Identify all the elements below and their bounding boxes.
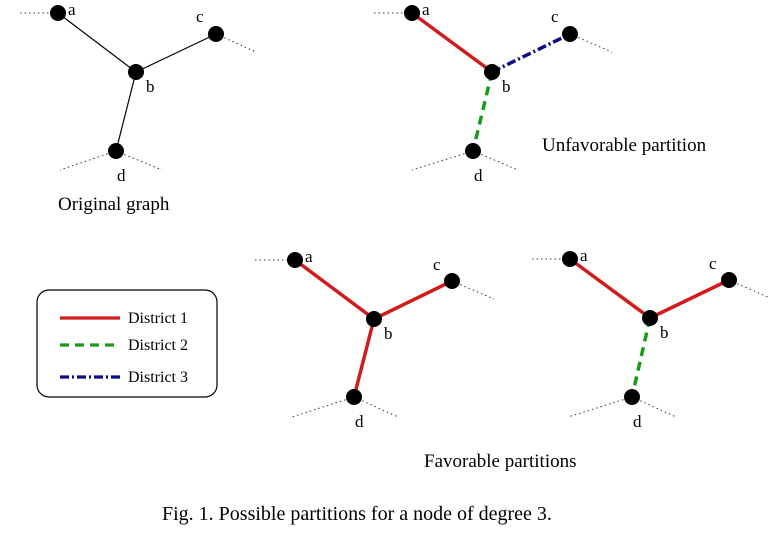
- node-label-d: d: [117, 166, 126, 185]
- edge-b-d: [115, 71, 137, 152]
- node-b: [642, 310, 658, 326]
- legend-entry-district-1: District 1: [60, 310, 188, 327]
- node-a: [287, 252, 303, 268]
- edge-b-c: [373, 279, 453, 321]
- original-graph: a b c d Original graph: [20, 0, 257, 215]
- node-label-b: b: [660, 323, 669, 342]
- node-label-d: d: [633, 412, 642, 431]
- node-b: [366, 311, 382, 327]
- node-label-a: a: [580, 246, 588, 265]
- node-c: [444, 273, 460, 289]
- node-label-a: a: [422, 0, 430, 19]
- node-d: [624, 389, 640, 405]
- edge-b-d: [352, 318, 376, 398]
- edge-b-c: [649, 278, 730, 320]
- node-label-c: c: [709, 254, 717, 273]
- node-a: [404, 5, 420, 21]
- edge-a-b: [410, 11, 494, 74]
- node-c: [562, 26, 578, 42]
- edge-b-d: [471, 71, 494, 152]
- edge-b-c: [135, 33, 217, 73]
- favorable-graph-1: a b c d: [255, 247, 495, 431]
- node-label-b: b: [146, 77, 155, 96]
- node-d: [465, 143, 481, 159]
- node-b: [484, 64, 500, 80]
- caption-unfavorable: Unfavorable partition: [542, 135, 707, 156]
- node-a: [50, 5, 66, 21]
- unfavorable-graph: a b c d Unfavorable partition: [374, 0, 707, 185]
- node-label-a: a: [305, 247, 313, 266]
- node-c: [208, 26, 224, 42]
- edge-a-b: [568, 257, 652, 320]
- node-d: [108, 143, 124, 159]
- legend-label-district-1: District 1: [128, 310, 188, 327]
- caption-original: Original graph: [58, 194, 170, 215]
- node-d: [346, 389, 362, 405]
- caption-favorable: Favorable partitions: [424, 451, 577, 472]
- edge-a-b: [293, 258, 376, 321]
- legend-entry-district-2: District 2: [60, 337, 188, 354]
- favorable-graph-2: a b c d: [532, 246, 771, 431]
- dotted-stubs: [255, 259, 495, 418]
- node-label-a: a: [68, 0, 76, 19]
- node-label-b: b: [384, 324, 393, 343]
- figure-caption: Fig. 1. Possible partitions for a node o…: [162, 503, 552, 525]
- node-a: [562, 251, 578, 267]
- edge-b-d: [630, 317, 652, 398]
- legend-label-district-3: District 3: [128, 369, 188, 386]
- node-label-d: d: [355, 412, 364, 431]
- node-label-b: b: [502, 77, 511, 96]
- node-c: [721, 272, 737, 288]
- legend: District 1 District 2 District 3: [36, 289, 218, 398]
- node-label-d: d: [474, 166, 483, 185]
- legend-entry-district-3: District 3: [60, 369, 188, 386]
- node-b: [128, 64, 144, 80]
- node-label-c: c: [433, 255, 441, 274]
- edge-a-b: [57, 12, 137, 73]
- node-label-c: c: [196, 7, 204, 26]
- legend-label-district-2: District 2: [128, 337, 188, 354]
- edge-b-c: [491, 32, 571, 74]
- node-label-c: c: [551, 7, 559, 26]
